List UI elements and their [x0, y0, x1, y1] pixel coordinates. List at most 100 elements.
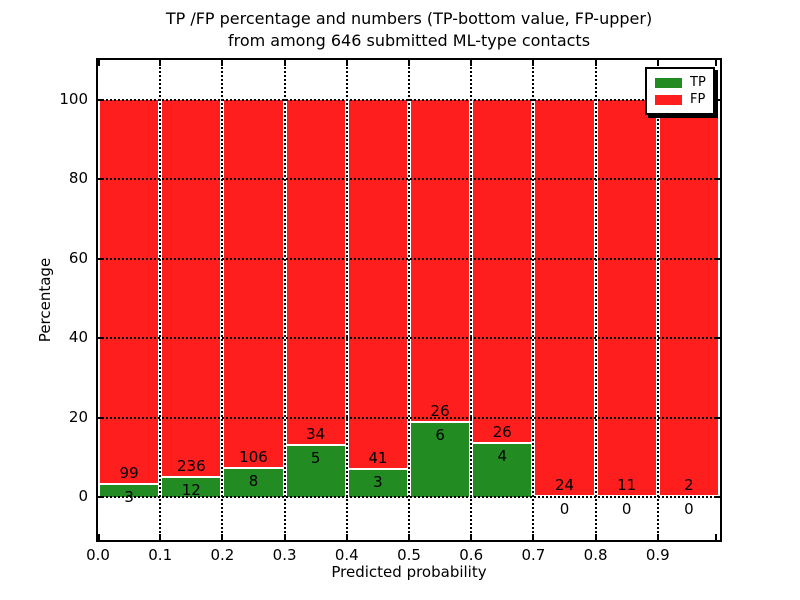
x-axis-title: Predicted probability — [331, 563, 487, 581]
x-tick — [159, 534, 162, 540]
x-tick-top — [159, 60, 162, 66]
x-gridline — [470, 60, 473, 540]
bar-segment-fp — [286, 100, 345, 447]
bar-segment-tp — [100, 485, 159, 497]
tp-count-label: 4 — [497, 447, 508, 466]
legend-item-label: TP — [690, 75, 706, 90]
y-tick — [98, 257, 104, 260]
x-tick-label: 0.9 — [645, 546, 670, 564]
x-tick-top — [470, 60, 473, 66]
x-gridline — [532, 60, 535, 540]
fp-count-label: 2 — [684, 476, 694, 494]
tp-count-label: 3 — [373, 472, 383, 491]
x-tick — [532, 534, 535, 540]
fp-count-label: 41 — [368, 448, 388, 467]
x-tick — [221, 534, 224, 540]
plot-inner: 99 3 236 12 106 8 34 5 41 3 26 6 26 4 24 0 11 0 2 0 — [98, 60, 720, 540]
tp-count-label: 0 — [684, 500, 694, 518]
x-gridline — [345, 60, 348, 540]
x-tick-top — [283, 60, 286, 66]
bar-segment-fp — [535, 100, 594, 497]
x-tick-top — [345, 60, 348, 66]
x-tick — [345, 534, 348, 540]
fp-count-label: 34 — [306, 425, 326, 444]
x-tick-label: 0.0 — [86, 546, 110, 564]
x-gridline — [594, 60, 597, 540]
x-tick — [98, 534, 100, 540]
tp-count-label: 3 — [124, 488, 134, 507]
x-tick-top — [221, 60, 224, 66]
x-tick-top — [715, 60, 717, 66]
x-tick-label: 0.5 — [397, 546, 421, 564]
x-tick-label: 0.3 — [272, 546, 297, 564]
y-tick-label: 40 — [68, 328, 88, 347]
y-tick-label: 100 — [59, 90, 88, 108]
chart-title-line2: from among 646 submitted ML-type contact… — [227, 31, 591, 50]
y-tick — [98, 496, 104, 498]
bar-segment-fp — [162, 100, 221, 478]
y-tick-label: 80 — [68, 169, 88, 188]
x-tick-top — [594, 60, 597, 66]
bar-segment-tp — [224, 469, 283, 497]
bar-segment-tp — [473, 444, 532, 497]
fp-count-label: 236 — [176, 456, 206, 475]
bar-segment-fp — [411, 100, 470, 423]
plot-area: 99 3 236 12 106 8 34 5 41 3 26 6 26 4 24 0 11 0 2 0 — [96, 58, 722, 542]
legend-item: TP — [655, 75, 706, 90]
y-axis-title: Percentage — [31, 60, 59, 540]
x-gridline — [408, 60, 410, 540]
tp-count-label: 0 — [621, 500, 632, 518]
tp-count-label: 12 — [181, 480, 201, 499]
fp-count-label: 24 — [554, 476, 575, 494]
fp-count-label: 106 — [239, 448, 268, 467]
x-gridline — [283, 60, 286, 540]
fp-count-label: 99 — [119, 464, 139, 483]
chart-title: TP /FP percentage and numbers (TP-bottom… — [59, 8, 759, 52]
y-tick — [98, 178, 104, 181]
bar-segment-fp — [473, 100, 532, 445]
bar-segment-fp — [659, 100, 718, 497]
y-tick-label: 0 — [78, 487, 88, 505]
y-tick-right — [714, 496, 720, 498]
x-tick-top — [98, 60, 100, 66]
x-tick-label: 0.1 — [148, 546, 173, 564]
y-tick — [98, 337, 104, 340]
fp-count-label: 11 — [617, 476, 637, 494]
x-tick — [470, 534, 473, 540]
bar-segment-fp — [224, 100, 283, 470]
y-tick — [98, 99, 104, 101]
x-gridline — [159, 60, 162, 540]
x-tick-label: 0.7 — [521, 546, 546, 564]
bar-segment-fp — [597, 100, 656, 497]
tp-count-label: 8 — [248, 472, 259, 491]
y-tick-right — [714, 99, 720, 101]
y-tick-right — [714, 178, 720, 181]
y-tick — [98, 416, 104, 419]
y-tick-right — [714, 416, 720, 419]
fp-count-label: 26 — [430, 401, 450, 420]
legend-swatch-tp — [655, 77, 682, 88]
y-tick-right — [714, 337, 720, 340]
tp-count-label: 6 — [435, 425, 445, 444]
legend-item: FP — [655, 92, 705, 107]
y-tick-label: 60 — [68, 248, 88, 267]
bar-segment-fp — [100, 100, 159, 486]
x-tick — [283, 534, 286, 540]
x-tick — [656, 534, 659, 540]
x-tick-label: 0.8 — [583, 546, 608, 564]
fp-count-label: 26 — [492, 423, 512, 442]
y-tick-right — [714, 257, 720, 260]
x-tick-label: 0.2 — [210, 546, 235, 564]
x-tick-label: 0.6 — [459, 546, 484, 564]
x-gridline — [221, 60, 224, 540]
x-tick — [594, 534, 597, 540]
chart-title-line1: TP /FP percentage and numbers (TP-bottom… — [165, 9, 653, 28]
legend-swatch-fp — [655, 94, 682, 105]
x-tick-label: 0.4 — [334, 546, 359, 564]
y-tick-label: 20 — [68, 407, 88, 426]
tp-count-label: 0 — [559, 500, 570, 518]
bar-segment-fp — [348, 100, 407, 470]
bar-segment-tp — [162, 477, 221, 497]
x-tick-top — [656, 60, 659, 66]
